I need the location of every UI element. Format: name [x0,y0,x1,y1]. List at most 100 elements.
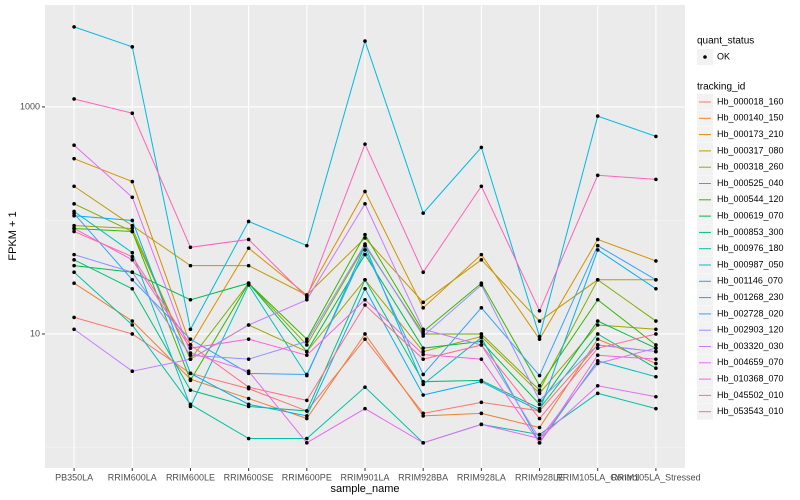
data-point [305,398,309,403]
data-point [421,357,425,361]
data-point [421,270,425,275]
legend-label: Hb_000173_210 [717,129,784,139]
data-point [188,346,193,350]
x-axis-title: sample_name [330,483,399,495]
data-point [130,286,135,291]
legend-label: Hb_010368_070 [717,373,784,383]
data-point [72,252,76,257]
data-point [305,339,309,344]
data-point [188,337,193,341]
data-point [421,441,425,445]
data-point [72,143,76,147]
x-tick-label: PB350LA [55,472,93,482]
data-point [305,243,309,248]
data-point [537,373,542,378]
legend-label: Hb_003320_030 [717,341,784,351]
x-tick-label: RRIM600PE [282,472,332,482]
data-point [305,372,309,377]
data-point [246,246,251,250]
legend-title: tracking_id [697,82,745,93]
data-point [595,323,600,327]
data-point [654,361,658,366]
data-point [305,349,309,354]
data-point [595,391,600,396]
data-point [72,327,76,332]
data-point [72,270,76,275]
data-point [363,189,367,194]
data-point [305,343,309,347]
data-point [188,404,193,409]
data-point [130,323,135,327]
data-point [654,259,658,263]
data-point [188,357,193,361]
data-point [130,369,135,374]
data-point [595,346,600,350]
legend-label: Hb_004659_070 [717,357,784,367]
data-point [479,411,484,416]
data-point [654,332,658,336]
x-tick-label: RRIM600LE [166,472,215,482]
data-point [421,414,425,418]
data-point [130,195,135,200]
data-point [595,173,600,178]
data-point [363,286,367,291]
data-point [188,378,193,383]
legend-label: Hb_002728_020 [717,308,784,318]
data-point [479,184,484,189]
legend-label: Hb_000976_180 [717,243,784,253]
data-point [595,114,600,118]
axes: 10 1000 PB350LA RRIM600LA RRIM600LE RRIM600SE… [20,101,701,482]
data-point [363,332,367,336]
data-point [595,383,600,388]
x-tick-label: RRIM600SE [224,472,274,482]
data-point [305,414,309,418]
data-point [595,353,600,358]
data-point [363,278,367,282]
data-point [305,416,309,421]
data-point [654,319,658,323]
data-point [363,242,367,246]
data-point [72,97,76,101]
data-point [305,295,309,300]
x-tick-label: RRIM928BA [398,472,448,482]
data-point [654,278,658,282]
legend-label: Hb_000987_050 [717,259,784,269]
data-point [363,303,367,307]
data-point [421,306,425,310]
data-point [130,45,135,49]
data-point [479,379,484,384]
x-tick-label: RRIM928LA [457,472,506,482]
data-point [305,436,309,441]
data-point [421,334,425,338]
data-point [72,223,76,228]
data-point [421,349,425,354]
data-point [363,298,367,302]
data-point [537,402,542,407]
data-point [421,372,425,377]
legend-label: Hb_000140_150 [717,113,784,123]
data-point [654,134,658,139]
data-point [537,416,542,421]
data-point [595,298,600,302]
data-point [130,229,135,234]
data-point [72,281,76,286]
legend-label: Hb_001146_070 [717,276,783,286]
data-point [246,396,251,401]
legend-label: Hb_002903_120 [717,325,784,335]
data-point [479,400,484,405]
data-point [479,283,484,287]
data-point [479,145,484,150]
data-point [595,278,600,282]
legend: quant_status OK tracking_id Hb_000018_160 Hb… [697,36,784,420]
data-point [246,385,251,389]
data-point [654,327,658,332]
data-point [363,232,367,237]
data-point [72,258,76,262]
data-point [363,202,367,206]
data-point [421,300,425,305]
data-point [654,349,658,354]
data-point [654,374,658,379]
data-point [363,385,367,389]
data-point [130,218,135,223]
